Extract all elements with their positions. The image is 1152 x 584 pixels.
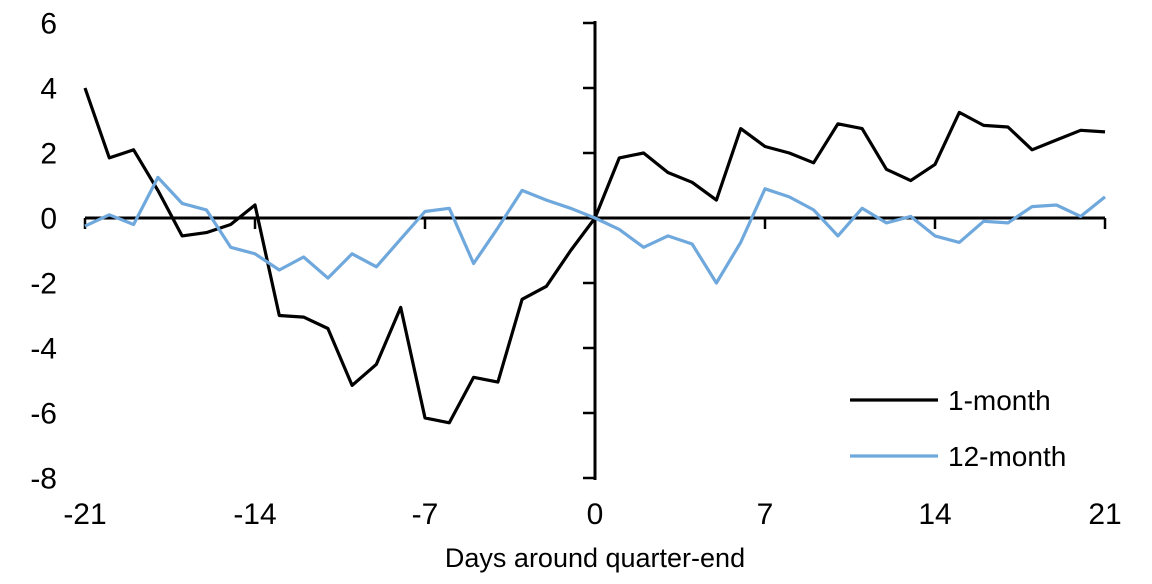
y-tick-label: 2 [40, 138, 57, 171]
x-tick-label: -7 [412, 498, 439, 531]
y-tick-label: 0 [40, 203, 57, 236]
x-tick-label: 0 [587, 498, 604, 531]
x-tick-label: 7 [757, 498, 774, 531]
y-tick-label: -8 [30, 463, 57, 496]
x-tick-label: -14 [233, 498, 276, 531]
x-tick-label: 21 [1088, 498, 1121, 531]
y-tick-label: -4 [30, 333, 57, 366]
legend: 1-month 12-month [850, 385, 1066, 472]
x-axis-title: Days around quarter-end [445, 543, 745, 573]
x-tick-label: 14 [918, 498, 951, 531]
legend-label-1-month: 1-month [948, 385, 1051, 416]
y-tick-label: 6 [40, 8, 57, 41]
y-tick-label: 4 [40, 73, 57, 106]
legend-label-12-month: 12-month [948, 441, 1066, 472]
y-tick-label: -2 [30, 268, 57, 301]
axis-labels: 6 4 2 0 -2 -4 -6 -8-21 -14 -7 0 7 14 21 Days around qu… [30, 8, 1121, 574]
x-tick-label: -21 [63, 498, 106, 531]
series-line-12-month [84, 175, 1107, 285]
y-tick-label: -6 [30, 398, 57, 431]
